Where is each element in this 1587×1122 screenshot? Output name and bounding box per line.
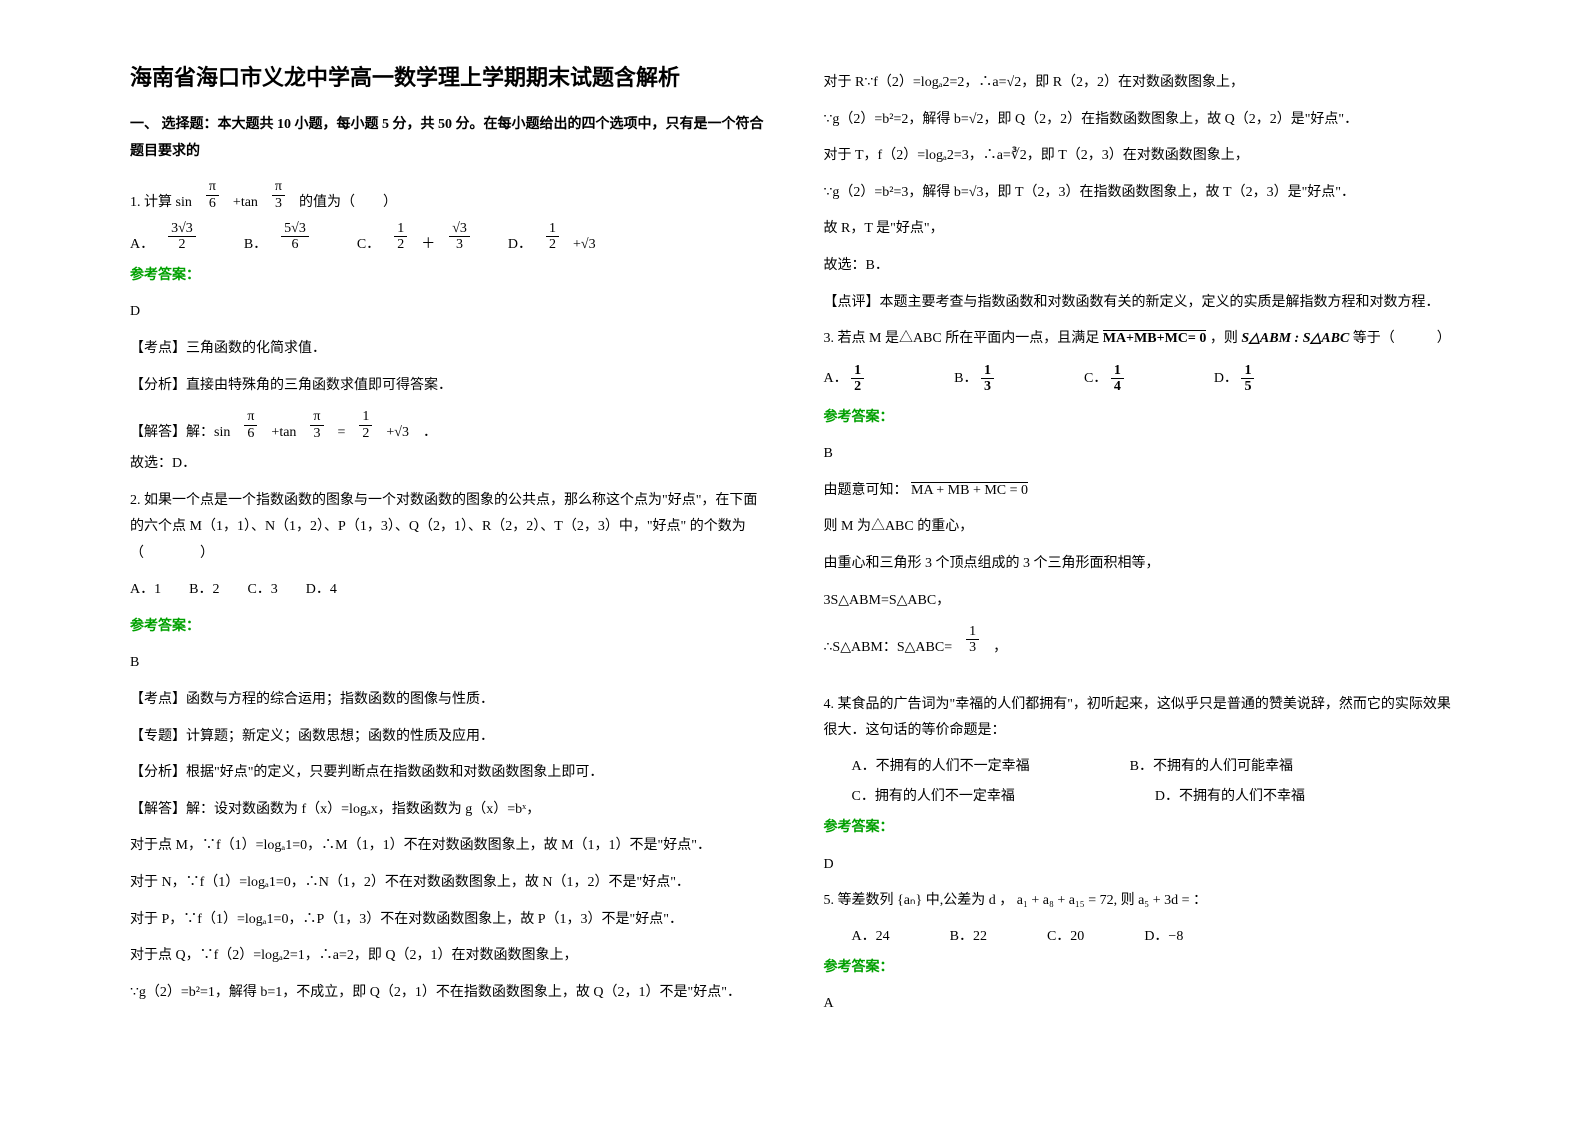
q2-jd1: 【解答】解：设对数函数为 f（x）=logₐx，指数函数为 g（x）=bˣ， — [130, 797, 764, 824]
q2-jd5: 对于点 Q，∵f（2）=logₐ2=1，∴a=2，即 Q（2，1）在对数函数图象… — [130, 943, 764, 970]
q4-answer: D — [824, 852, 1458, 879]
answer-label: 参考答案： — [130, 263, 764, 290]
q2-jd8: ∵g（2）=b²=2，解得 b=√2，即 Q（2，2）在指数函数图象上，故 Q（… — [824, 107, 1458, 134]
left-column: 海南省海口市义龙中学高一数学理上学期期末试题含解析 一、 选择题：本大题共 10… — [100, 60, 794, 1028]
opt-label: B． — [244, 233, 267, 253]
q1-frac-2: π 3 — [272, 179, 285, 211]
right-column: 对于 R∵f（2）=logₐ2=2，∴a=√2，即 R（2，2）在对数函数图象上… — [794, 60, 1488, 1028]
q2-jd10: ∵g（2）=b²=3，解得 b=√3，即 T（2，3）在指数函数图象上，故 T（… — [824, 180, 1458, 207]
q3-l3: 由重心和三角形 3 个顶点组成的 3 个三角形面积相等， — [824, 551, 1458, 578]
q4-opts-row1: A．不拥有的人们不一定幸福 B．不拥有的人们可能幸福 — [824, 755, 1458, 775]
q2-guxuan: 故选：B． — [824, 253, 1458, 280]
q3-l1: 由题意可知： MA + MB + MC = 0 — [824, 478, 1458, 505]
q1-text: +tan — [233, 195, 258, 211]
opt-label: D． — [508, 233, 532, 253]
opt-label: C． — [357, 233, 380, 253]
q1-guxuan: 故选：D． — [130, 451, 764, 478]
q3-answer: B — [824, 441, 1458, 468]
q1-optA: 3√3 2 — [168, 221, 196, 253]
answer-label: 参考答案： — [824, 955, 1458, 982]
doc-title: 海南省海口市义龙中学高一数学理上学期期末试题含解析 — [130, 60, 764, 92]
q1-optD: 1 2 — [546, 221, 559, 253]
section-heading: 一、 选择题：本大题共 10 小题，每小题 5 分，共 50 分。在每小题给出的… — [130, 112, 764, 165]
q5-answer: A — [824, 991, 1458, 1018]
q4-opts-row2: C．拥有的人们不一定幸福 D．不拥有的人们不幸福 — [824, 785, 1458, 805]
q1-stem: 1. 计算 sin π 6 +tan π 3 的值为（ ） — [130, 179, 764, 211]
q1-answer: D — [130, 299, 764, 326]
q1-jieda: 【解答】解：sin π 6 +tan π 3 = 1 2 +√3 ． — [130, 409, 764, 441]
q1-kaodian: 【考点】三角函数的化简求值． — [130, 336, 764, 363]
q2-jd11: 故 R，T 是"好点"， — [824, 216, 1458, 243]
ratio: S△ABM : S△ABC — [1241, 331, 1349, 346]
q3-l2: 则 M 为△ABC 的重心， — [824, 514, 1458, 541]
q1-frac-1: π 6 — [206, 179, 219, 211]
q2-kaodian: 【考点】函数与方程的综合运用；指数函数的图像与性质． — [130, 687, 764, 714]
q2-jd6: ∵g（2）=b²=1，解得 b=1，不成立，即 Q（2，1）不在指数函数图象上，… — [130, 980, 764, 1007]
q2-zhuanti: 【专题】计算题；新定义；函数思想；函数的性质及应用． — [130, 724, 764, 751]
q1-text: 的值为（ ） — [299, 191, 397, 211]
q2-jd7: 对于 R∵f（2）=logₐ2=2，∴a=√2，即 R（2，2）在对数函数图象上… — [824, 70, 1458, 97]
q3-options: A． 1 2 B． 1 3 C． 1 4 — [824, 363, 1458, 395]
q4-stem: 4. 某食品的广告词为"幸福的人们都拥有"，初听起来，这似乎只是普通的赞美说辞，… — [824, 692, 1458, 745]
q2-dianping: 【点评】本题主要考查与指数函数和对数函数有关的新定义，定义的实质是解指数方程和对… — [824, 290, 1458, 317]
q1-fenxi: 【分析】直接由特殊角的三角函数求值即可得答案． — [130, 373, 764, 400]
q2-jd4: 对于 P，∵f（1）=logₐ1=0，∴P（1，3）不在对数函数图象上，故 P（… — [130, 907, 764, 934]
q2-fenxi: 【分析】根据"好点"的定义，只要判断点在指数函数和对数函数图象上即可． — [130, 760, 764, 787]
answer-label: 参考答案： — [130, 614, 764, 641]
q2-jd2: 对于点 M，∵f（1）=logₐ1=0，∴M（1，1）不在对数函数图象上，故 M… — [130, 833, 764, 860]
q1-optC2: √3 3 — [449, 221, 470, 253]
q1-options: A． 3√3 2 B． 5√3 6 C． 1 2 ＋ √3 3 D． — [130, 221, 764, 253]
q1-text: 1. 计算 sin — [130, 191, 192, 211]
q1-optC1: 1 2 — [394, 221, 407, 253]
answer-label: 参考答案： — [824, 815, 1458, 842]
page: 海南省海口市义龙中学高一数学理上学期期末试题含解析 一、 选择题：本大题共 10… — [0, 0, 1587, 1088]
q5-options: A．24 B．22 C．20 D．−8 — [824, 925, 1458, 945]
q2-jd9: 对于 T，f（2）=logₐ2=3，∴a=∛2，即 T（2，3）在对数函数图象上… — [824, 143, 1458, 170]
q3-stem: 3. 若点 M 是△ABC 所在平面内一点，且满足 MA+MB+MC= 0 ，则… — [824, 326, 1458, 353]
q1-optD-tail: +√3 — [573, 237, 596, 253]
opt-label: A． — [130, 233, 154, 253]
q2-answer: B — [130, 650, 764, 677]
q2-opts: A．1 B．2 C．3 D．4 — [130, 577, 764, 604]
vector-eq: MA+MB+MC= 0 — [1103, 330, 1207, 346]
q5-stem: 5. 等差数列 {aₙ} 中,公差为 d ， a₁ + a₈ + a₁₅ = 7… — [824, 888, 1458, 915]
q2-stem: 2. 如果一个点是一个指数函数的图象与一个对数函数的图象的公共点，那么称这个点为… — [130, 488, 764, 568]
q2-jd3: 对于 N，∵f（1）=logₐ1=0，∴N（1，2）不在对数函数图象上，故 N（… — [130, 870, 764, 897]
q3-l5: ∴S△ABM：S△ABC= 1 3 ， — [824, 624, 1458, 656]
q1-optB: 5√3 6 — [281, 221, 309, 253]
plus: ＋ — [421, 233, 435, 253]
answer-label: 参考答案： — [824, 405, 1458, 432]
q3-l4: 3S△ABM=S△ABC， — [824, 588, 1458, 615]
